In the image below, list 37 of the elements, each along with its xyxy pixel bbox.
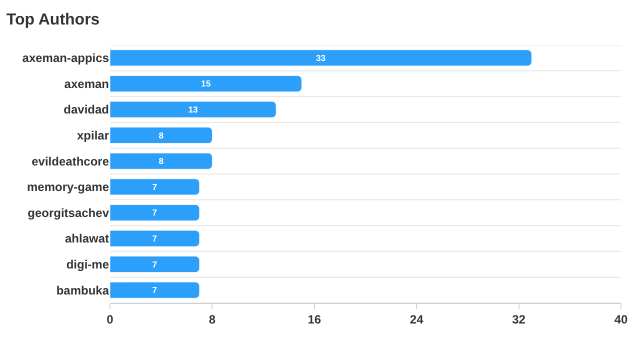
x-tick-label: 32 — [512, 312, 526, 326]
bar — [110, 127, 212, 144]
bar — [110, 204, 200, 221]
data-label: 7 — [152, 208, 158, 218]
x-tick-label: 24 — [410, 312, 424, 326]
y-tick-label: evildeathcore — [32, 154, 110, 168]
data-label: 8 — [158, 156, 164, 166]
y-tick-label: xpilar — [76, 128, 110, 142]
bar — [110, 50, 532, 66]
y-tick-label: davidad — [64, 102, 109, 117]
y-tick-label: memory-game — [26, 180, 110, 194]
y-tick-label: bambuka — [56, 283, 110, 298]
bar — [110, 282, 200, 298]
y-tick-label: digi-me — [66, 258, 110, 272]
data-label: 13 — [188, 104, 198, 114]
data-label: 15 — [200, 78, 211, 89]
data-label: 7 — [152, 285, 158, 296]
data-label: 7 — [152, 259, 158, 270]
x-tick-label: 8 — [208, 312, 216, 326]
bar — [110, 75, 302, 92]
x-tick-label: 0 — [106, 312, 114, 326]
y-tick-label: axeman — [64, 76, 109, 91]
x-tick-label: 16 — [308, 312, 322, 326]
bar — [110, 256, 200, 273]
x-tick-label: 40 — [614, 312, 628, 326]
bar — [110, 101, 276, 118]
data-label: 7 — [152, 234, 158, 244]
chart-title: Top Authors — [6, 12, 100, 29]
y-tick-label: georgitsachev — [28, 206, 110, 220]
data-label: 8 — [158, 130, 164, 140]
bar — [110, 152, 212, 170]
y-tick-label: ahlawat — [64, 232, 110, 246]
data-label: 7 — [152, 182, 158, 192]
bar — [110, 178, 200, 196]
data-label: 33 — [316, 52, 326, 63]
y-tick-label: axeman-appics — [22, 51, 110, 66]
bar — [110, 230, 200, 247]
